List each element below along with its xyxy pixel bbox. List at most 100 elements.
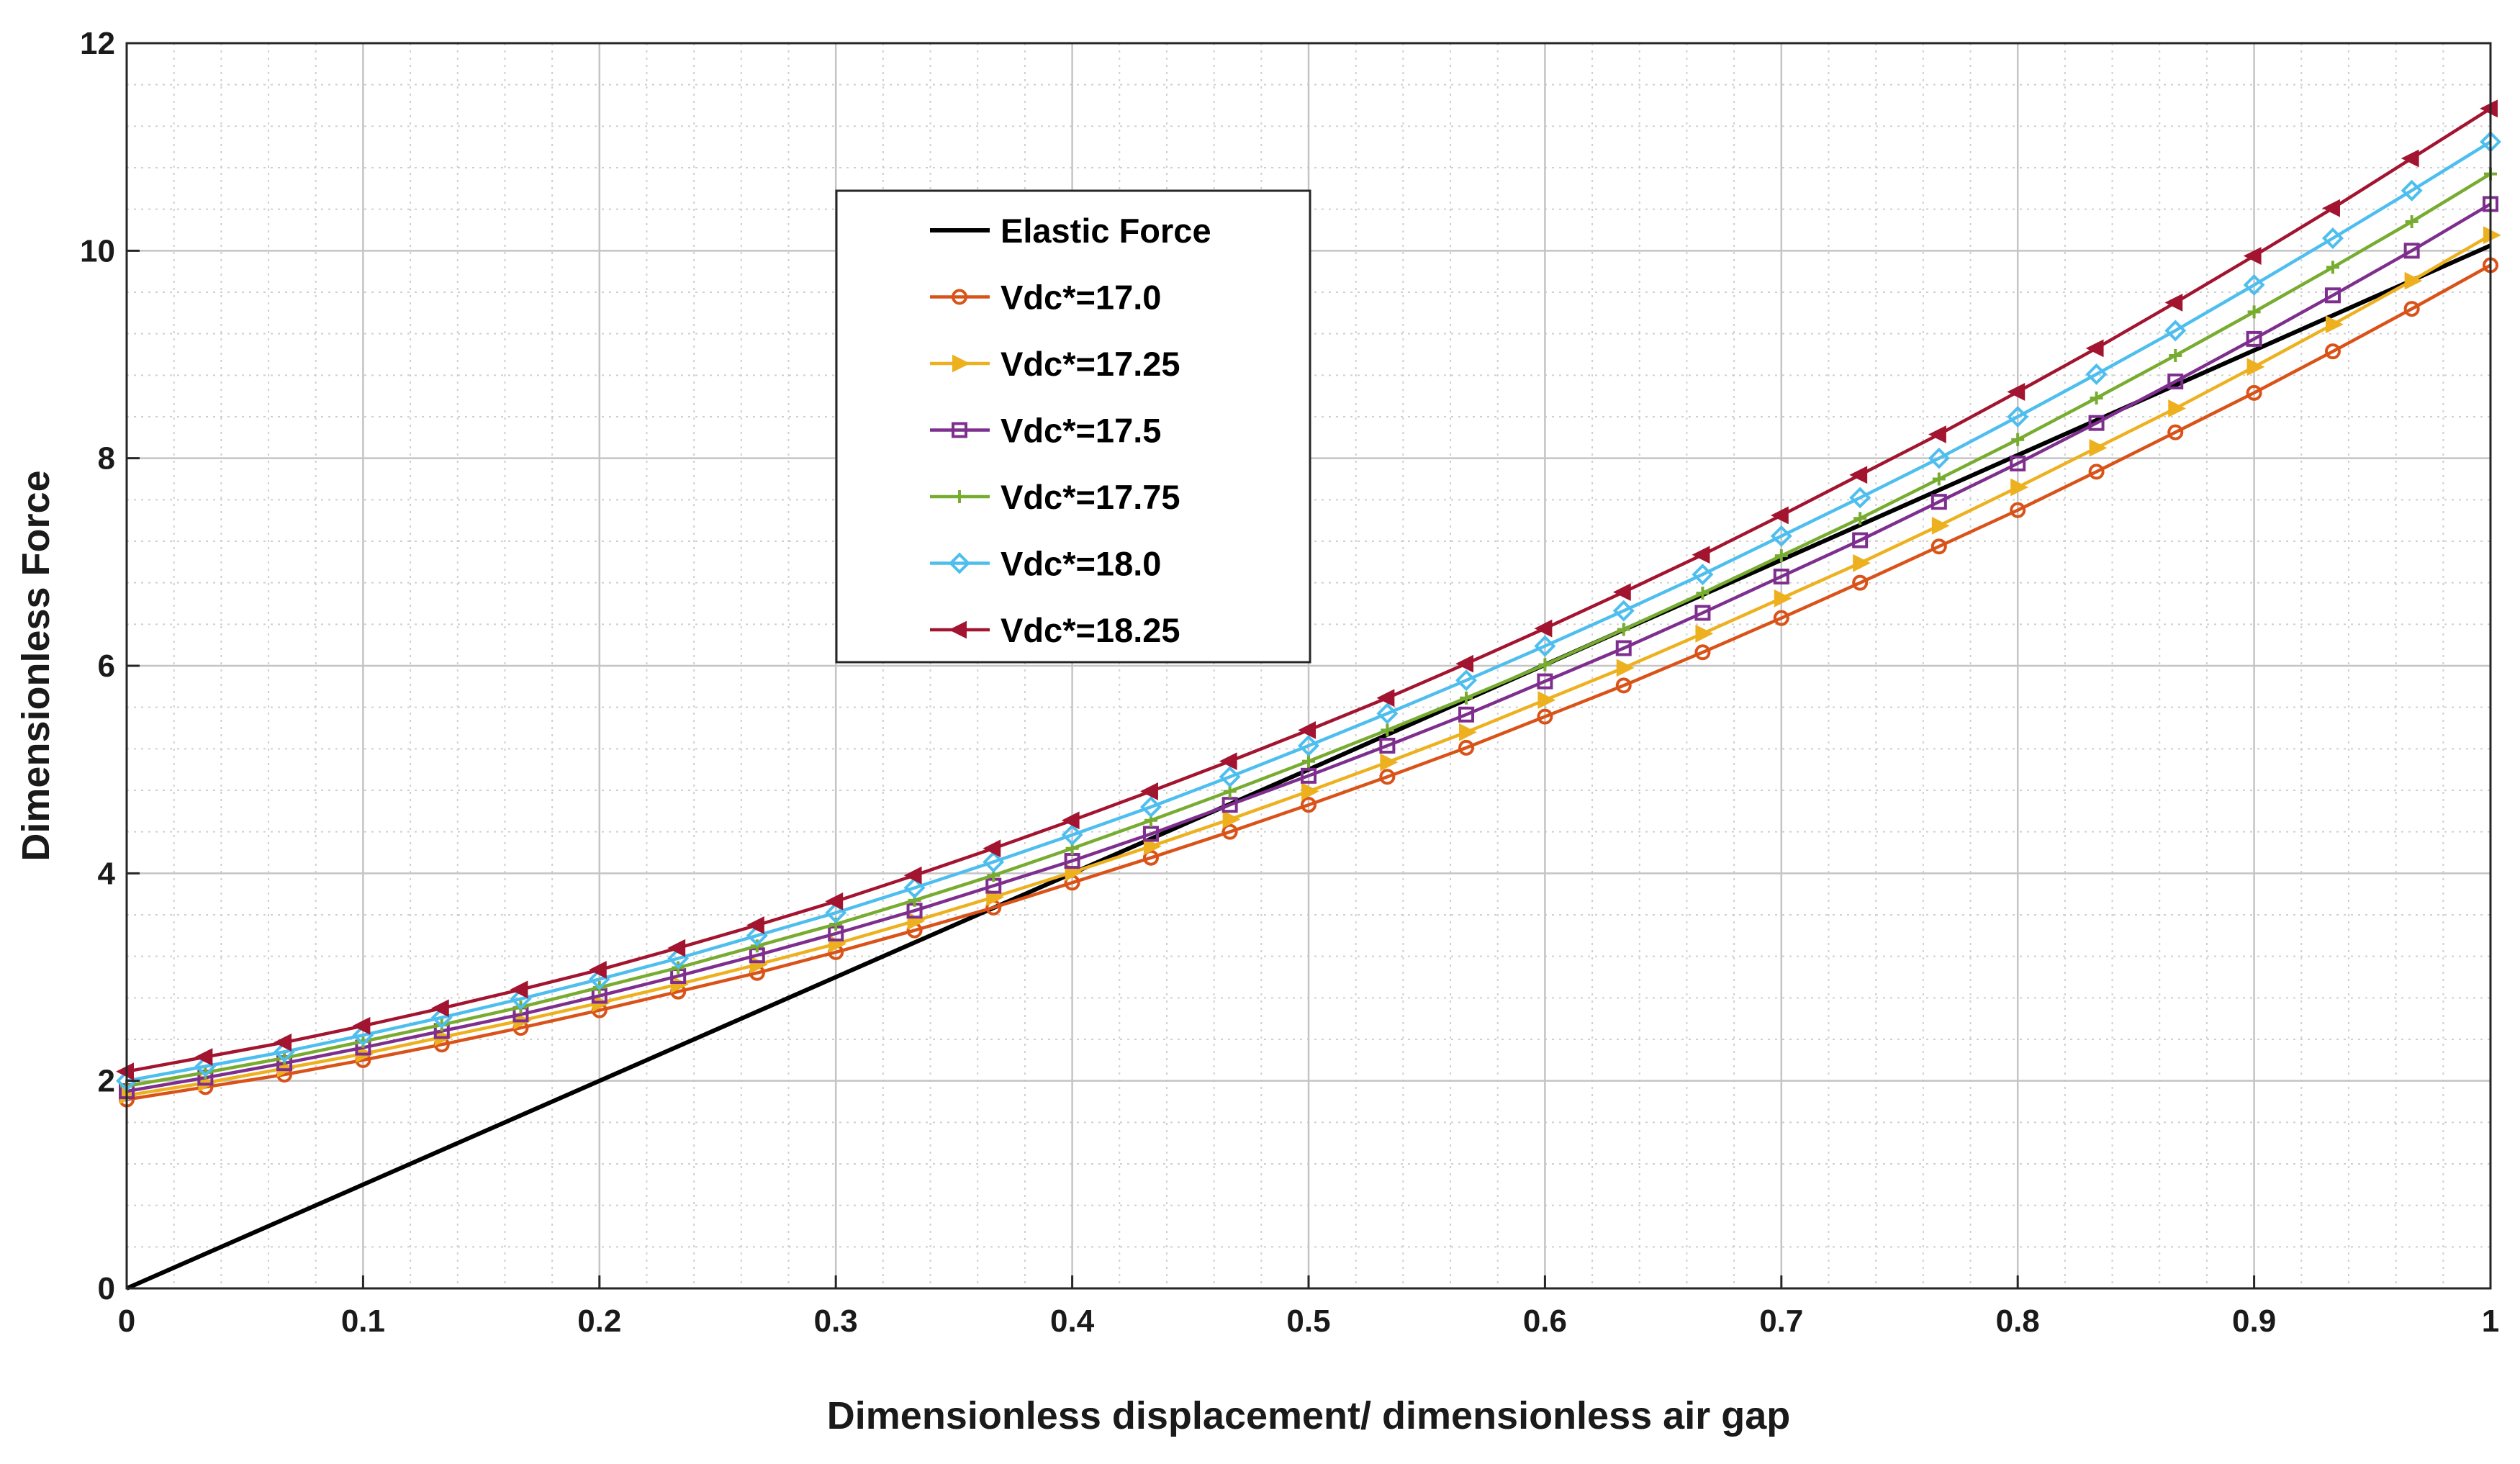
y-axis-label: Dimensionless Force — [14, 470, 58, 861]
data-point-circle — [1694, 644, 1711, 661]
data-point-diamond — [2085, 363, 2108, 385]
data-point-circle — [1458, 739, 1475, 756]
y-tick-label: 0 — [98, 1271, 115, 1306]
data-point-triangle-left — [1219, 752, 1237, 771]
data-point-diamond — [1534, 635, 1556, 657]
x-tick-label: 0.3 — [814, 1303, 858, 1339]
data-point-triangle-left — [746, 916, 764, 934]
data-point-triangle-left — [2480, 99, 2498, 118]
data-point-triangle-left — [2007, 382, 2026, 401]
data-point-square — [952, 422, 967, 438]
data-point-triangle-left — [2243, 247, 2262, 265]
data-point-circle — [1537, 708, 1553, 725]
series-line — [126, 202, 2492, 1093]
data-point-plus — [1774, 549, 1788, 563]
data-point-triangle-left — [588, 960, 607, 979]
data-point-triangle-left — [1849, 466, 1868, 484]
data-point-triangle-left — [274, 1033, 292, 1052]
legend-label: Elastic Force — [1001, 212, 1211, 250]
data-point-plus — [1853, 512, 1867, 525]
data-point-triangle-right — [2168, 399, 2187, 417]
data-point-triangle-left — [1140, 782, 1158, 800]
data-point-circle — [1379, 769, 1396, 785]
data-point-triangle-right — [1931, 516, 1950, 535]
x-tick-label: 0.7 — [1759, 1303, 1803, 1339]
x-tick-label: 1 — [2482, 1303, 2499, 1339]
x-tick-label: 0.4 — [1050, 1303, 1095, 1339]
data-point-diamond — [1376, 702, 1399, 725]
data-point-triangle-left — [2164, 293, 2183, 312]
data-point-square — [2403, 243, 2420, 259]
data-point-triangle-left — [1061, 811, 1080, 830]
data-point-triangle-right — [1380, 753, 1399, 772]
data-point-triangle-left — [1928, 425, 1946, 443]
data-point-plus — [1302, 754, 1315, 768]
y-tick-label: 2 — [98, 1064, 115, 1099]
data-point-diamond — [1928, 447, 1950, 469]
data-point-triangle-left — [1534, 619, 1553, 638]
data-point-triangle-right — [1143, 837, 1162, 856]
y-axis-ticks: 0 2 4 6 8 10 12 — [80, 26, 140, 1306]
data-point-triangle-right — [1616, 659, 1635, 677]
data-point-triangle-left — [949, 620, 967, 639]
data-point-diamond — [2243, 274, 2265, 296]
data-point-plus — [2326, 261, 2339, 274]
data-point-square — [1537, 673, 1553, 690]
data-point-diamond — [825, 902, 847, 924]
data-point-diamond — [1849, 487, 1871, 509]
legend-entry: Vdc*=17.5 — [930, 412, 1161, 450]
data-point-diamond — [1061, 824, 1083, 846]
data-point-triangle-left — [116, 1062, 134, 1081]
legend-label: Vdc*=18.25 — [1001, 611, 1180, 649]
data-point-circle — [1301, 797, 1317, 813]
x-axis-label: Dimensionless displacement/ dimensionles… — [827, 1394, 1790, 1437]
data-point-triangle-right — [1459, 723, 1477, 741]
data-point-diamond — [1455, 669, 1478, 692]
data-point-triangle-left — [825, 892, 844, 911]
data-point-plus — [2090, 392, 2103, 405]
data-point-square — [1852, 532, 1869, 548]
data-point-plus — [2405, 214, 2419, 228]
legend-label: Vdc*=18.0 — [1001, 545, 1161, 583]
data-point-circle — [2010, 502, 2026, 518]
data-point-circle — [1615, 677, 1632, 694]
data-point-plus — [1460, 691, 1473, 705]
data-point-square — [1379, 738, 1396, 754]
data-point-circle — [2403, 301, 2420, 317]
x-tick-label: 0.8 — [1996, 1303, 2040, 1339]
data-point-diamond — [2401, 179, 2423, 202]
data-point-plus — [1932, 472, 1946, 486]
data-point-triangle-right — [1695, 624, 1714, 643]
data-point-circle — [2088, 464, 2105, 480]
data-point-triangle-left — [903, 866, 922, 885]
data-point-plus — [2011, 433, 2025, 446]
data-point-diamond — [2007, 406, 2029, 428]
data-point-circle — [1773, 610, 1789, 626]
data-point-square — [1615, 640, 1632, 656]
y-tick-label: 4 — [98, 856, 116, 891]
data-point-triangle-right — [952, 354, 970, 373]
data-point-plus — [2169, 348, 2182, 362]
data-point-triangle-left — [430, 999, 449, 1018]
data-point-circle — [2167, 424, 2184, 440]
data-point-triangle-right — [1537, 691, 1556, 709]
data-point-diamond — [1219, 766, 1241, 788]
series-line — [126, 140, 2492, 1083]
data-point-triangle-left — [1298, 720, 1316, 739]
data-point-triangle-right — [1774, 589, 1792, 607]
data-point-diamond — [903, 877, 926, 899]
data-point-circle — [1930, 538, 1947, 555]
y-tick-label: 6 — [98, 649, 115, 684]
data-point-triangle-right — [2325, 315, 2344, 334]
data-point-triangle-right — [1853, 553, 1871, 572]
x-tick-label: 0.1 — [341, 1303, 385, 1339]
x-axis-ticks: 0 0.1 0.2 0.3 0.4 0.5 0.6 0.7 0.8 0.9 1 — [118, 1275, 2499, 1339]
data-point-triangle-right — [2089, 438, 2108, 457]
x-tick-label: 0.5 — [1286, 1303, 1330, 1339]
data-point-diamond — [1692, 564, 1714, 586]
data-point-circle — [2324, 343, 2341, 360]
data-point-triangle-left — [667, 939, 686, 957]
legend-label: Vdc*=17.5 — [1001, 412, 1161, 450]
legend-entry: Vdc*=18.0 — [930, 545, 1161, 583]
data-point-triangle-left — [352, 1016, 371, 1035]
